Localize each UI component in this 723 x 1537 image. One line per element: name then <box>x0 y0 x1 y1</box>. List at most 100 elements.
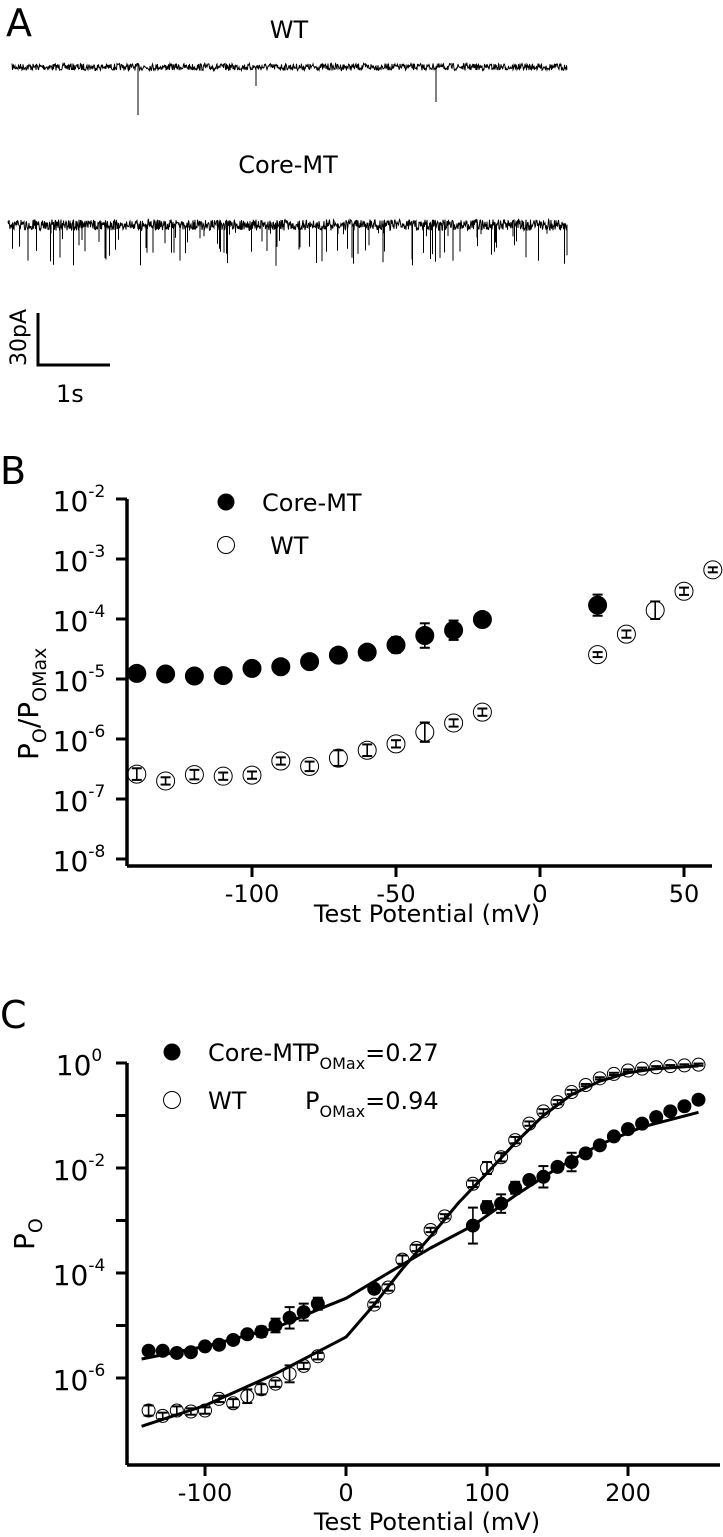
error-bar-wt <box>333 749 344 767</box>
error-bar-wt <box>552 1098 563 1106</box>
error-bar-wt <box>439 1213 450 1220</box>
x-tick-label: 200 <box>605 1479 651 1507</box>
panel-letter-a: A <box>6 1 32 45</box>
data-point-wt <box>155 1408 170 1423</box>
data-point-wt <box>423 1222 438 1237</box>
error-bar-wt <box>185 1407 196 1416</box>
data-point-core-mt <box>242 658 262 678</box>
data-point-wt <box>592 1071 607 1086</box>
error-bar-wt <box>524 1120 535 1127</box>
data-point-wt <box>367 1297 382 1312</box>
scale-bar <box>36 313 110 367</box>
data-point-wt <box>635 1061 650 1076</box>
data-point-wt <box>691 1057 706 1072</box>
y-tick-label: 10-3 <box>53 542 106 578</box>
error-bar-wt <box>157 1411 168 1421</box>
error-bar-wt <box>608 1071 619 1077</box>
legend-label-core-mt: Core-MT <box>262 489 362 517</box>
panel-c-chart: C PO Test Potential (mV) Core-MT POMax=0… <box>0 993 720 1536</box>
legend-marker-wt <box>163 1091 181 1109</box>
data-point-wt <box>703 560 723 580</box>
data-point-wt <box>588 645 608 665</box>
data-point-core-mt <box>588 595 608 615</box>
error-bar-wt <box>214 1394 225 1404</box>
data-point-wt <box>663 1059 678 1074</box>
error-bar-wt <box>477 707 488 717</box>
y-tick-label: 10-5 <box>53 662 106 698</box>
error-bar-wt <box>592 651 603 659</box>
data-point-core-mt <box>213 666 233 686</box>
trace-label-wt: WT <box>270 16 309 44</box>
data-point-wt <box>127 764 147 784</box>
error-bar-wt <box>242 1388 253 1405</box>
legend-label-wt: WT <box>270 532 309 560</box>
data-point-core-mt <box>226 1332 241 1347</box>
x-tick-label: -100 <box>225 880 279 908</box>
legend-label-wt: WT <box>208 1087 247 1115</box>
error-bar-wt <box>171 1405 182 1416</box>
data-point-wt <box>141 1403 156 1418</box>
data-point-core-mt <box>282 1310 297 1325</box>
data-point-wt <box>522 1116 537 1131</box>
data-point-wt <box>296 1358 311 1373</box>
data-point-core-mt <box>465 1218 480 1233</box>
data-point-wt <box>271 751 291 771</box>
data-point-core-mt <box>357 642 377 662</box>
x-tick-label: 50 <box>669 880 700 908</box>
x-tick-label: 0 <box>532 880 547 908</box>
data-point-wt <box>550 1095 565 1110</box>
data-point-wt <box>381 1280 396 1295</box>
data-point-core-mt <box>386 635 406 655</box>
panel-letter-b: B <box>0 449 26 493</box>
error-bar-wt <box>651 1065 662 1070</box>
data-point-core-mt <box>183 1345 198 1360</box>
y-tick-label: 10-2 <box>53 482 106 518</box>
y-axis-label-b: PO/POMax <box>12 648 51 760</box>
y-tick-label: 10-4 <box>53 602 106 638</box>
y-tick-label: 10-8 <box>53 842 106 878</box>
error-bar-wt <box>369 1301 380 1308</box>
data-point-wt <box>240 1389 255 1404</box>
error-bar-wt <box>510 1135 521 1145</box>
data-point-core-mt <box>494 1196 509 1211</box>
fit-curve-wt <box>141 1064 699 1428</box>
error-bar-wt <box>189 768 200 781</box>
error-bar-wt <box>448 718 459 728</box>
error-bar-wt <box>693 1062 704 1067</box>
data-point-wt <box>649 1060 664 1075</box>
data-point-core-mt <box>536 1169 551 1184</box>
error-bar-wt <box>467 1179 478 1188</box>
data-point-core-mt <box>271 657 291 677</box>
data-point-core-mt <box>169 1345 184 1360</box>
data-point-wt <box>465 1176 480 1191</box>
data-point-core-mt <box>127 663 147 683</box>
data-point-core-mt <box>141 1343 156 1358</box>
data-point-core-mt <box>444 620 464 640</box>
data-point-wt <box>494 1150 509 1165</box>
data-point-core-mt <box>367 1281 382 1296</box>
data-point-wt <box>437 1209 452 1224</box>
y-tick-label: 10-6 <box>53 1361 106 1397</box>
trace-label-core-mt: Core-MT <box>238 151 338 179</box>
x-tick-label: 0 <box>338 1479 353 1507</box>
data-point-wt <box>254 1382 269 1397</box>
data-point-wt <box>156 771 176 791</box>
data-point-wt <box>310 1349 325 1364</box>
data-point-core-mt <box>621 1122 635 1137</box>
error-bar-wt <box>391 739 401 749</box>
data-point-wt <box>536 1104 551 1119</box>
data-point-wt <box>282 1366 297 1381</box>
data-point-wt <box>300 756 320 776</box>
x-axis-label-b: Test Potential (mV) <box>313 900 540 928</box>
legend-marker-core-mt <box>163 1043 181 1061</box>
data-point-wt <box>409 1240 424 1255</box>
scale-bar-current-label: 30pA <box>7 309 32 366</box>
error-bar-wt <box>131 767 142 781</box>
error-bar-wt <box>621 629 632 639</box>
data-point-core-mt <box>212 1337 227 1352</box>
data-point-wt <box>242 765 262 785</box>
data-point-core-mt <box>522 1173 537 1188</box>
error-bar-wt <box>256 1383 267 1396</box>
error-bar-wt <box>362 743 373 758</box>
panel-letter-c: C <box>0 993 27 1037</box>
